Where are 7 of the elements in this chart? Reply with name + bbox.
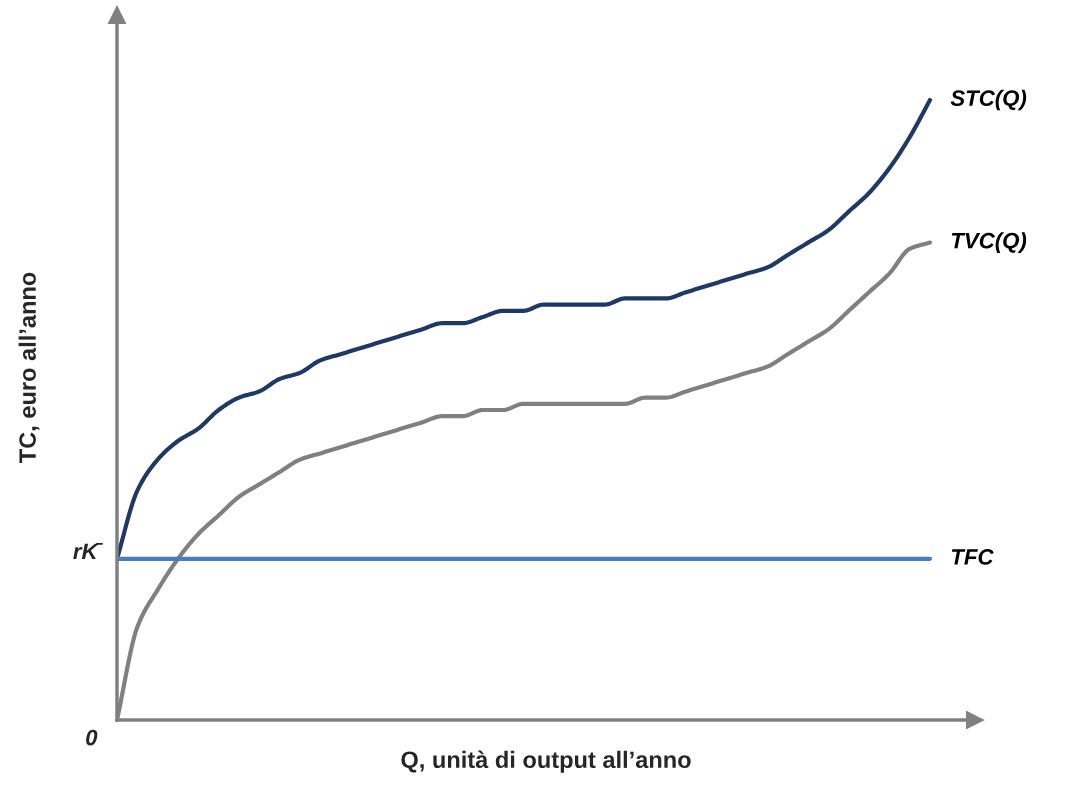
series-label: TVC(Q): [951, 232, 1027, 253]
y-axis-title: TC, euro all’anno: [18, 272, 40, 463]
x-axis-title: Q, unità di output all’anno: [401, 750, 691, 773]
text: 0: [86, 729, 98, 746]
text: rK̄: [73, 542, 103, 559]
series-label: TFC: [951, 549, 994, 565]
series-label: STC(Q): [950, 89, 1027, 111]
